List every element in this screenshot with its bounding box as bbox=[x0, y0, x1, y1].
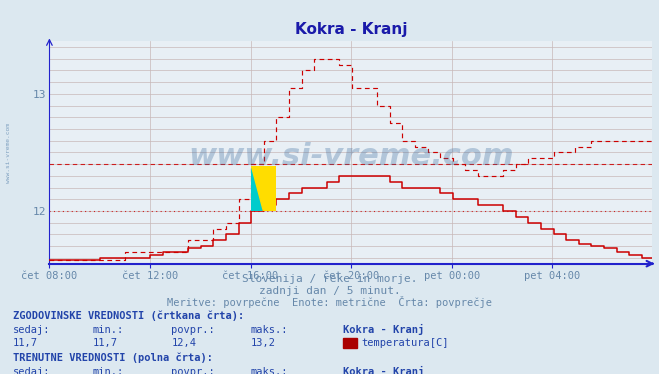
Text: povpr.:: povpr.: bbox=[171, 325, 215, 335]
Bar bbox=[263, 166, 275, 211]
Text: www.si-vreme.com: www.si-vreme.com bbox=[6, 123, 11, 183]
Text: Kokra - Kranj: Kokra - Kranj bbox=[343, 366, 424, 374]
Text: zadnji dan / 5 minut.: zadnji dan / 5 minut. bbox=[258, 286, 401, 296]
Text: Slovenija / reke in morje.: Slovenija / reke in morje. bbox=[242, 275, 417, 284]
Text: sedaj:: sedaj: bbox=[13, 367, 51, 374]
Text: Meritve: povrpečne  Enote: metrične  Črta: povprečje: Meritve: povrpečne Enote: metrične Črta:… bbox=[167, 296, 492, 308]
Text: 11,7: 11,7 bbox=[92, 338, 117, 348]
Text: Kokra - Kranj: Kokra - Kranj bbox=[343, 324, 424, 335]
Polygon shape bbox=[250, 166, 275, 211]
Text: maks.:: maks.: bbox=[250, 367, 288, 374]
Text: ZGODOVINSKE VREDNOSTI (črtkana črta):: ZGODOVINSKE VREDNOSTI (črtkana črta): bbox=[13, 310, 244, 321]
Title: Kokra - Kranj: Kokra - Kranj bbox=[295, 22, 407, 37]
Text: min.:: min.: bbox=[92, 367, 123, 374]
Text: TRENUTNE VREDNOSTI (polna črta):: TRENUTNE VREDNOSTI (polna črta): bbox=[13, 352, 213, 363]
Text: sedaj:: sedaj: bbox=[13, 325, 51, 335]
Text: min.:: min.: bbox=[92, 325, 123, 335]
Text: 13,2: 13,2 bbox=[250, 338, 275, 348]
Text: 11,7: 11,7 bbox=[13, 338, 38, 348]
Text: temperatura[C]: temperatura[C] bbox=[361, 338, 449, 348]
Text: www.si-vreme.com: www.si-vreme.com bbox=[188, 142, 514, 171]
Text: maks.:: maks.: bbox=[250, 325, 288, 335]
Text: 12,4: 12,4 bbox=[171, 338, 196, 348]
Bar bbox=[250, 166, 263, 211]
Text: povpr.:: povpr.: bbox=[171, 367, 215, 374]
